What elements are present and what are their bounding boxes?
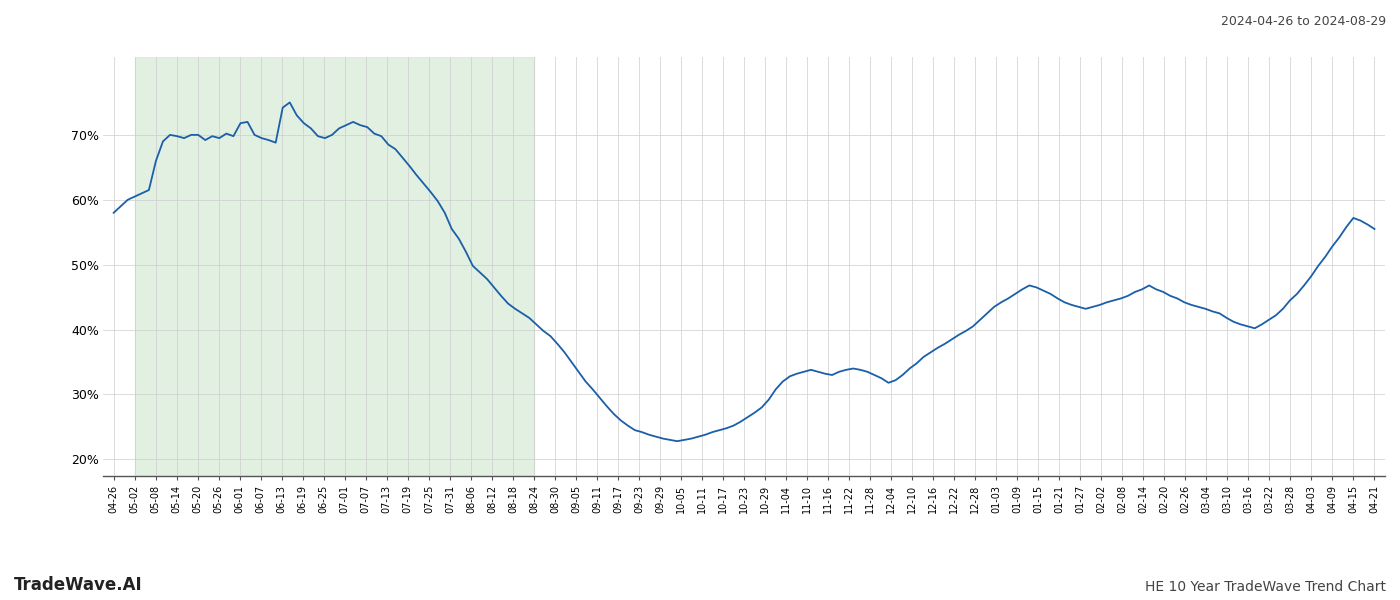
Text: 2024-04-26 to 2024-08-29: 2024-04-26 to 2024-08-29 <box>1221 15 1386 28</box>
Bar <box>134 57 533 476</box>
Text: TradeWave.AI: TradeWave.AI <box>14 576 143 594</box>
Text: HE 10 Year TradeWave Trend Chart: HE 10 Year TradeWave Trend Chart <box>1145 580 1386 594</box>
